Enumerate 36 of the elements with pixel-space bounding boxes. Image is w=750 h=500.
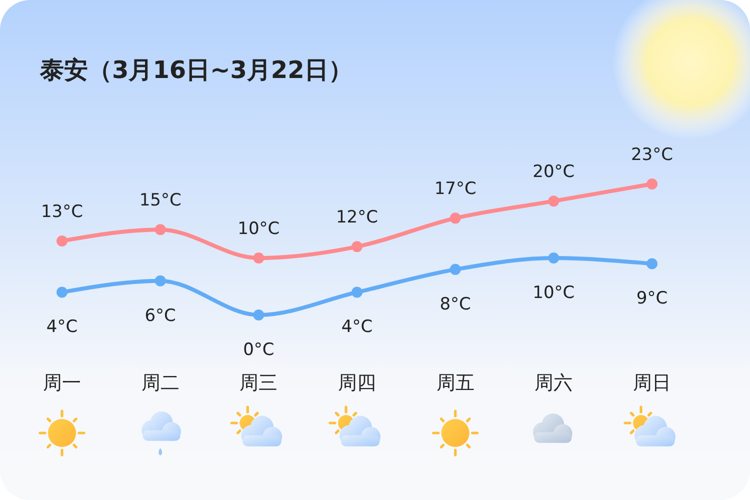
data-label: 0°C [243, 340, 274, 360]
point [646, 258, 658, 270]
data-label: 6°C [144, 306, 176, 326]
data-label: 4°C [46, 317, 78, 338]
x-tick-label: 周三 [240, 372, 278, 394]
point [352, 241, 362, 252]
point [548, 196, 560, 207]
data-label: 23°C [630, 145, 674, 165]
point [253, 252, 264, 264]
point [646, 178, 658, 190]
point [450, 212, 461, 224]
x-tick-label: 周六 [534, 372, 573, 394]
point [450, 264, 461, 275]
data-label: 13°C [40, 202, 84, 222]
point [154, 275, 166, 286]
data-label: 9°C [636, 288, 668, 309]
data-label: 12°C [336, 208, 378, 228]
data-label: 15°C [139, 190, 182, 211]
data-label: 10°C [238, 219, 280, 240]
x-tick-label: 周一 [43, 372, 81, 394]
point [548, 252, 560, 264]
point [253, 310, 264, 320]
x-tick-label: 周四 [338, 372, 376, 394]
data-label: 10°C [532, 283, 575, 304]
data-label: 8°C [440, 294, 471, 314]
data-label: 17°C [434, 179, 476, 200]
data-label: 20°C [532, 162, 575, 182]
point [56, 235, 68, 246]
chart-title: 泰安（3月16日~3月22日） [39, 56, 352, 84]
point [352, 286, 362, 298]
x-tick-label: 周二 [141, 372, 180, 394]
data-label: 4°C [341, 317, 373, 338]
point [56, 286, 68, 298]
x-tick-label: 周五 [436, 372, 474, 394]
x-tick-label: 周日 [633, 372, 671, 394]
point [154, 224, 166, 236]
